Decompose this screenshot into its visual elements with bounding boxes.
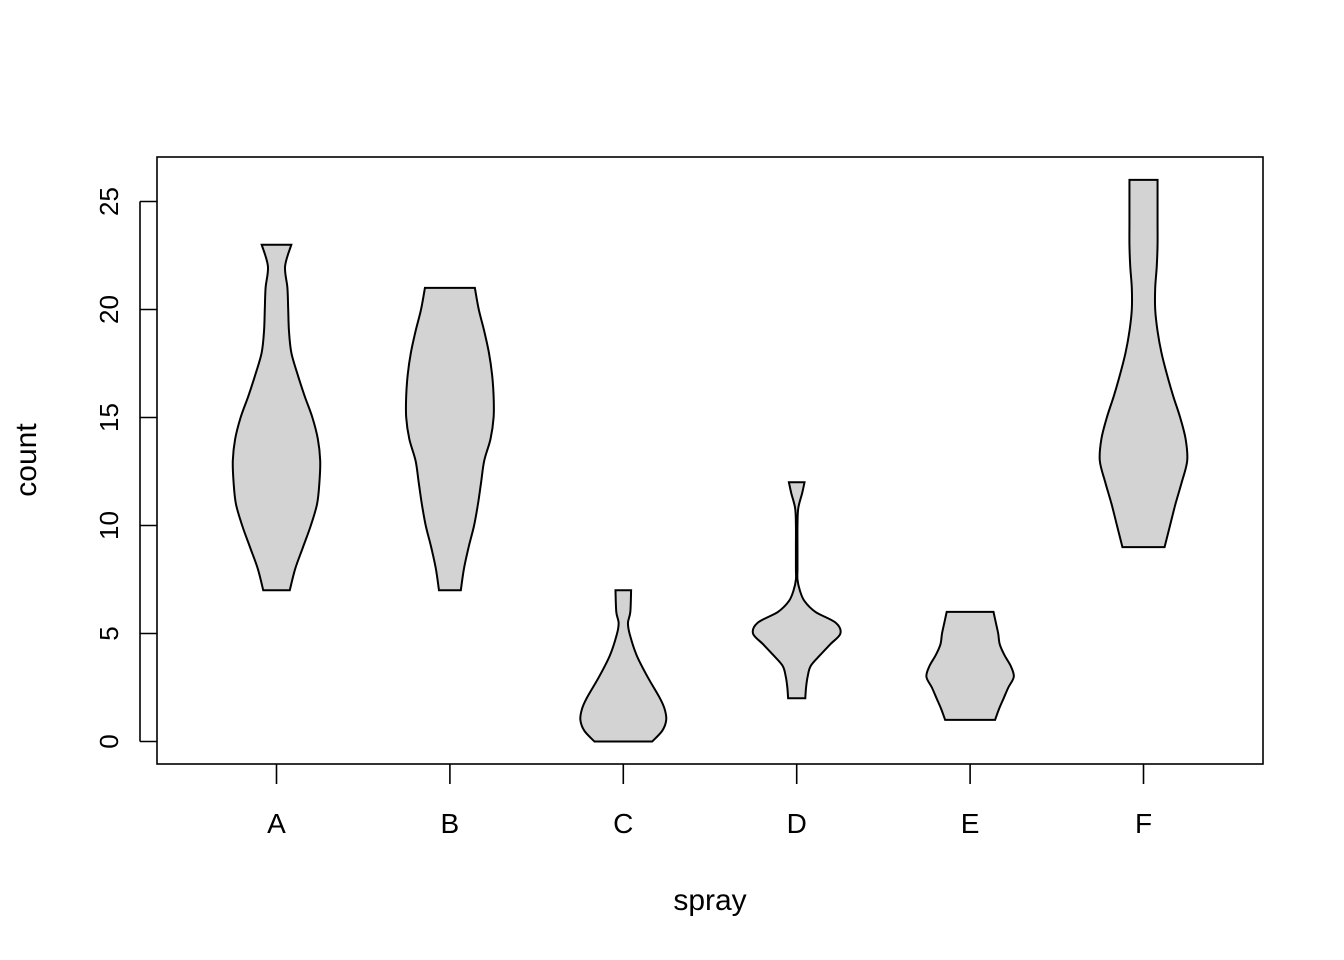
x-tick-label-D: D — [787, 808, 807, 839]
plot-frame — [156, 156, 1264, 765]
y-axis-label: count — [10, 423, 43, 497]
x-tick-label-E: E — [961, 808, 980, 839]
x-tick-label-A: A — [267, 808, 286, 839]
y-tick-label-10: 10 — [94, 511, 124, 540]
x-tick-label-F: F — [1135, 808, 1152, 839]
violin-E — [925, 610, 1015, 721]
violin-F — [1098, 178, 1189, 549]
y-axis: 0 5 10 15 20 25 — [94, 187, 157, 749]
y-tick-label-5: 5 — [94, 626, 124, 640]
violin-C — [579, 589, 668, 743]
violin-A — [231, 243, 322, 592]
y-tick-label-0: 0 — [94, 734, 124, 748]
x-axis-label: spray — [673, 884, 746, 917]
violins-group — [231, 178, 1189, 743]
y-tick-label-25: 25 — [94, 187, 124, 216]
x-tick-label-C: C — [613, 808, 633, 839]
x-axis: A B C D E F — [267, 764, 1152, 839]
x-tick-label-B: B — [441, 808, 460, 839]
violin-D — [751, 481, 842, 700]
y-tick-label-20: 20 — [94, 295, 124, 324]
y-tick-label-15: 15 — [94, 403, 124, 432]
violin-B — [404, 286, 495, 592]
